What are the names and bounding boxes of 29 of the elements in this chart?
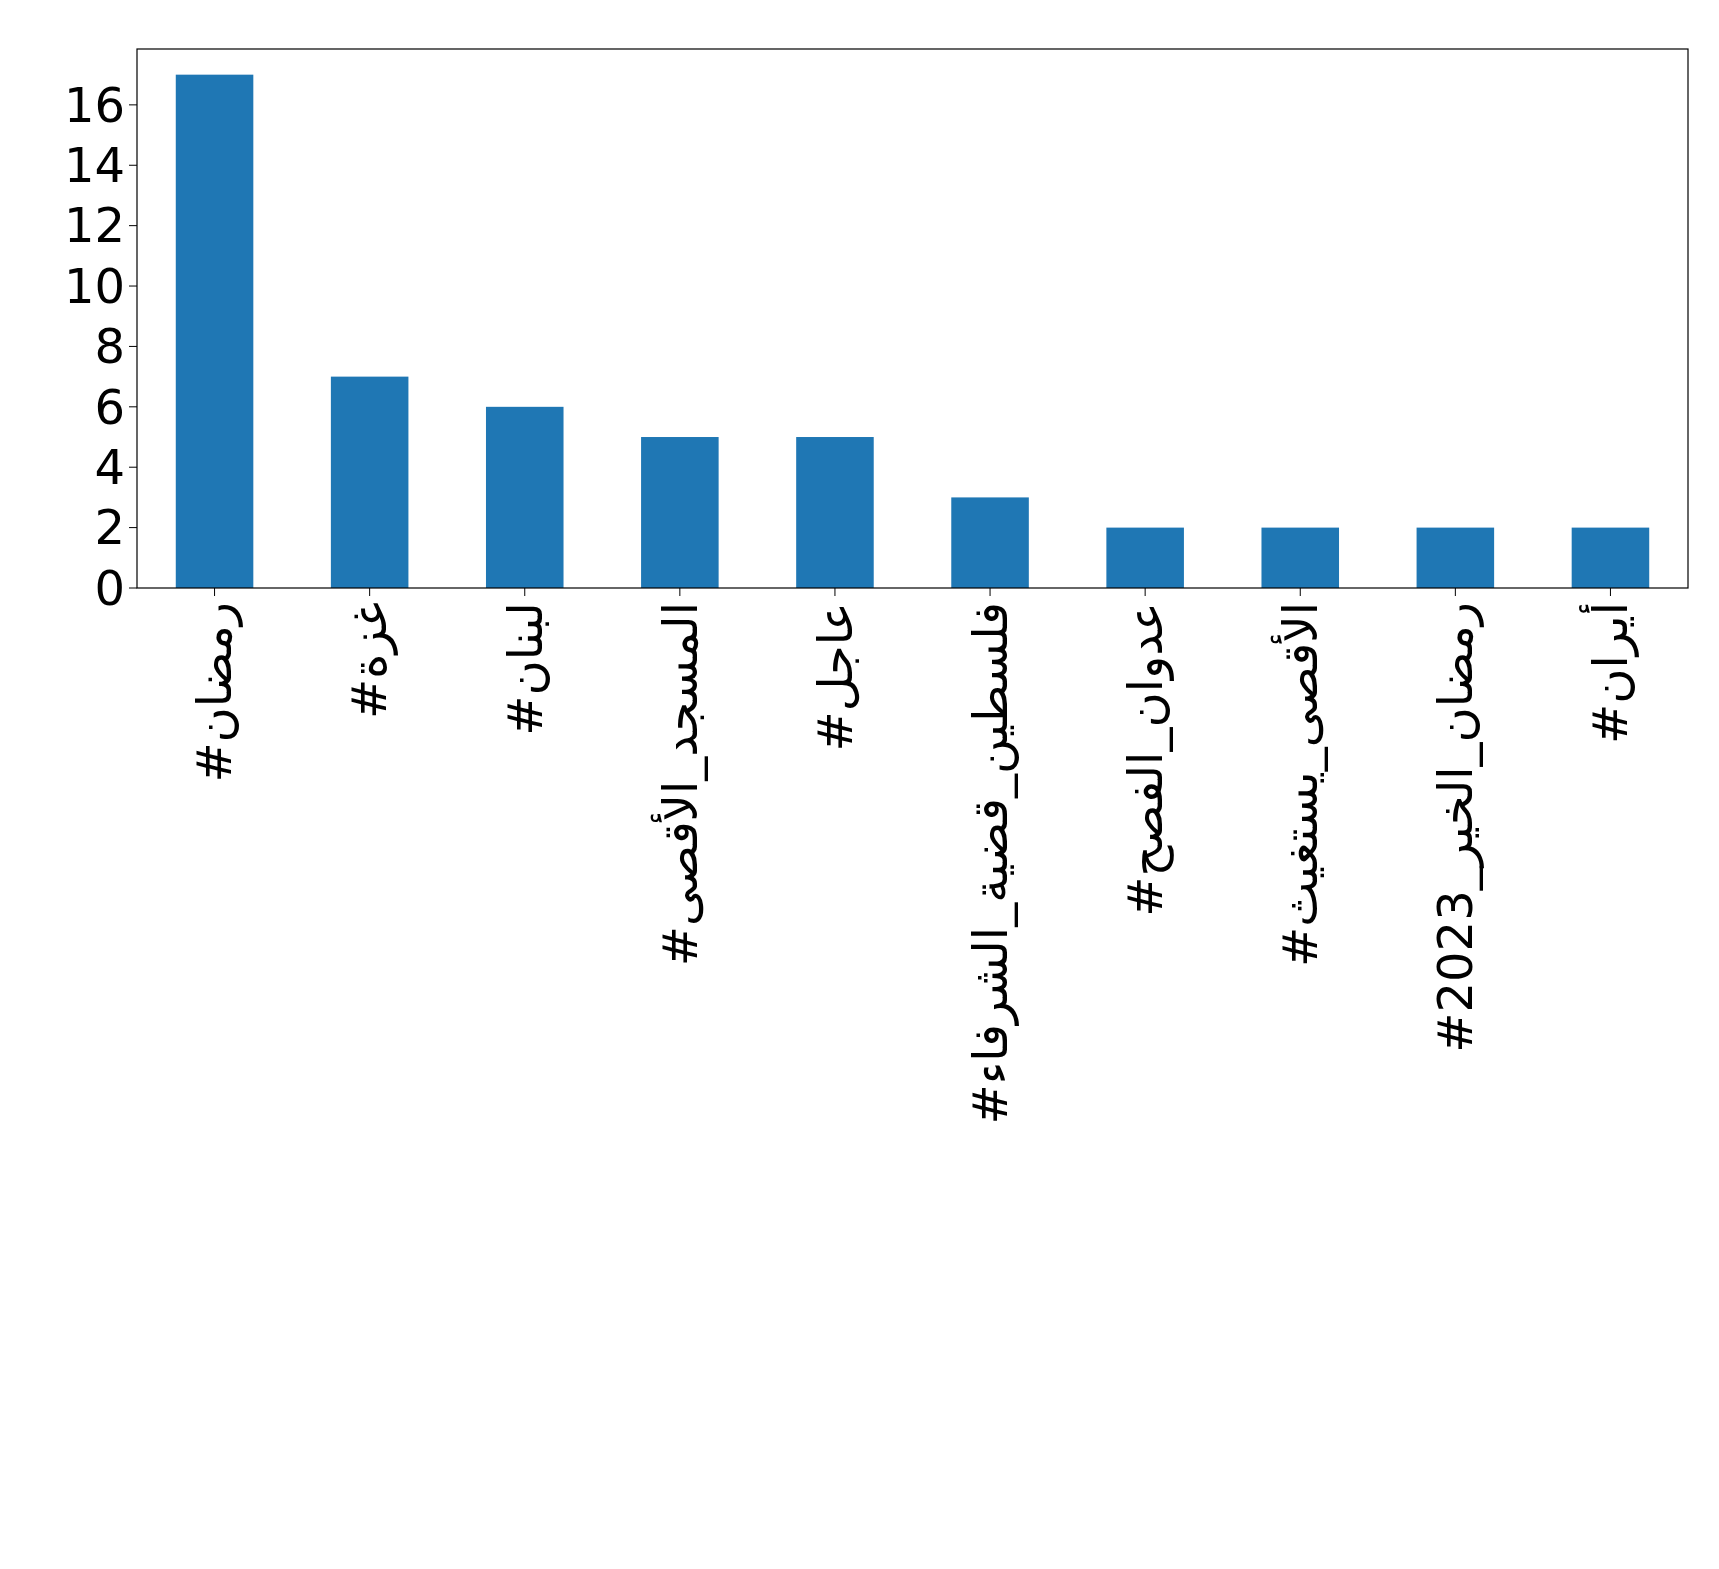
bar: [951, 497, 1029, 588]
x-tick-label: #فلسطين_قضية_الشرفاء: [961, 602, 1019, 1125]
y-tick-label: 8: [94, 318, 125, 375]
y-tick-label: 16: [63, 76, 125, 133]
y-tick-label: 0: [94, 559, 125, 616]
y-tick-label: 10: [63, 257, 125, 314]
x-tick-label: #عاجل: [806, 602, 863, 752]
x-tick-label: #الأقصى_يستغيث: [1270, 602, 1329, 967]
x-tick-label: #عدوان_الفصح: [1116, 602, 1174, 917]
bar: [485, 406, 564, 588]
x-tick-label: #لبنان: [496, 602, 553, 736]
y-tick-label: 14: [63, 137, 125, 194]
y-tick-label: 2: [94, 499, 125, 556]
bar: [175, 74, 254, 588]
bar: [330, 376, 409, 588]
bar: [1571, 527, 1650, 588]
bar: [1106, 527, 1184, 588]
y-tick-label: 4: [94, 439, 125, 496]
bar: [641, 437, 719, 588]
bar: [1261, 527, 1340, 588]
x-tick-label: #رمضان: [186, 602, 244, 783]
y-tick-label: 6: [94, 378, 125, 435]
bar: [796, 437, 874, 588]
x-tick-label: #المسجد_الأقصى: [649, 602, 708, 967]
y-tick-label: 12: [63, 197, 125, 254]
bar: [1416, 527, 1495, 588]
x-tick-label: #غزة: [341, 602, 399, 719]
x-tick-label: #أيران: [1579, 602, 1640, 744]
x-tick-label: #رمضان_الخير_2023: [1427, 602, 1485, 1053]
